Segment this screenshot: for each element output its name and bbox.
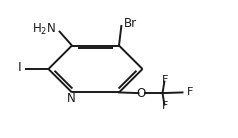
Text: F: F xyxy=(187,87,193,97)
Text: H$_2$N: H$_2$N xyxy=(32,22,56,37)
Text: Br: Br xyxy=(124,17,137,30)
Text: N: N xyxy=(66,92,75,105)
Text: F: F xyxy=(162,75,169,85)
Text: O: O xyxy=(137,87,146,100)
Text: F: F xyxy=(162,101,169,111)
Text: I: I xyxy=(18,61,21,74)
